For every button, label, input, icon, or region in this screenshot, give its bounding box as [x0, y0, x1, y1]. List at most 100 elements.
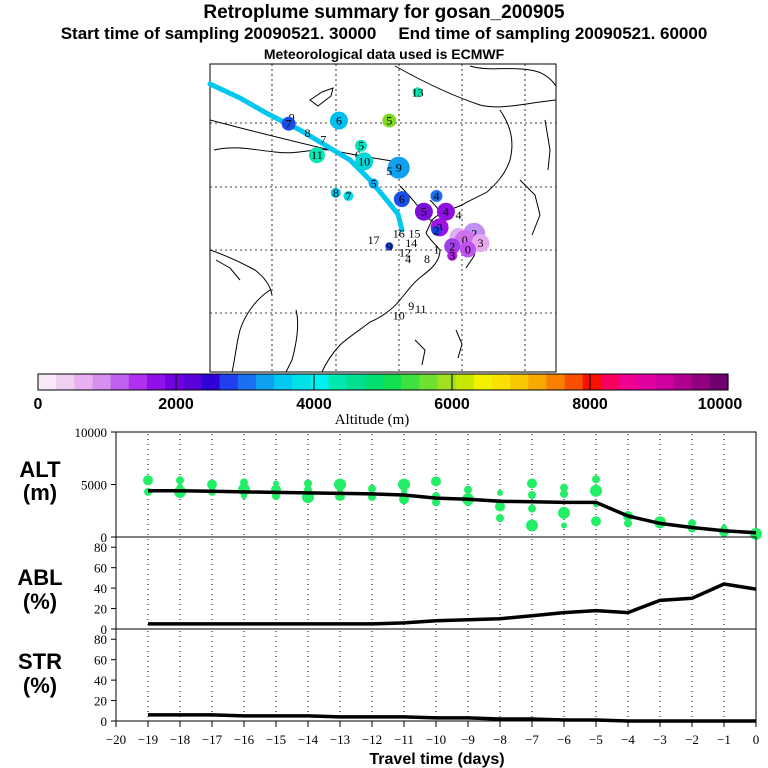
colorbar-cell — [274, 374, 293, 390]
colorbar-cell — [237, 374, 257, 390]
plume-point — [496, 514, 504, 523]
plume-day-label: 4 — [405, 252, 411, 266]
colorbar-cell — [709, 374, 729, 390]
colorbar-cell — [128, 374, 148, 390]
y-tick-label: 0 — [101, 622, 108, 637]
colorbar-cell — [510, 374, 529, 390]
plume-marker — [414, 202, 433, 221]
plume-day-label: 15 — [408, 227, 420, 241]
y-tick-label: 40 — [94, 673, 107, 688]
colorbar-cell — [673, 374, 693, 390]
x-tick-label: −8 — [493, 732, 507, 747]
str-unit: (%) — [23, 673, 57, 698]
plume-point — [528, 504, 536, 513]
plume-point — [624, 519, 632, 528]
plume-day-label: 0 — [465, 242, 471, 256]
start-time-label: Start time of sampling 20090521. 30000 — [60, 24, 377, 43]
colorbar-cell — [473, 374, 493, 390]
colorbar-tick: 8000 — [572, 396, 608, 413]
abl-unit: (%) — [23, 589, 57, 614]
panel-frame-str — [115, 628, 757, 722]
plume-marker — [368, 178, 379, 189]
colorbar-cell — [310, 374, 330, 390]
plume-point — [558, 506, 570, 519]
colorbar-cell — [419, 374, 439, 390]
plume-day-label: 9 — [408, 299, 414, 313]
plume-point — [334, 478, 346, 491]
met-data-label: Meteorological data used is ECMWF — [263, 46, 505, 62]
x-tick-label: −3 — [653, 732, 667, 747]
plume-day-label: 14 — [405, 236, 417, 250]
plume-day-label: 7 — [320, 132, 326, 146]
plume-point — [560, 489, 568, 498]
chart-title: Retroplume summary for gosan_200905 — [203, 2, 565, 23]
colorbar-cell — [582, 374, 602, 390]
y-tick-label: 40 — [94, 581, 107, 596]
colorbar-cell — [183, 374, 203, 390]
colorbar-cell — [346, 374, 366, 390]
plume-marker — [329, 111, 348, 130]
x-tick-label: −7 — [525, 732, 539, 747]
colorbar-cell — [600, 374, 620, 390]
plume-day-label: 4 — [455, 208, 461, 222]
panel-frame-abl — [115, 536, 757, 630]
plume-day-label: 3 — [449, 249, 455, 263]
colorbar-cell — [146, 374, 166, 390]
series-line-alt — [148, 489, 757, 535]
plume-marker — [447, 250, 458, 261]
colorbar-cell — [455, 374, 475, 390]
plume-point — [464, 485, 472, 494]
plume-day-label: 13 — [412, 85, 424, 99]
x-tick-label: −18 — [170, 732, 190, 747]
plume-day-label: 10 — [358, 154, 370, 168]
plume-day-label: 8 — [333, 186, 339, 200]
colorbar-cell — [637, 374, 656, 390]
plume-day-label: 10 — [393, 308, 405, 322]
plume-point — [560, 483, 568, 492]
plume-day-label: 5 — [371, 176, 377, 190]
colorbar-cell — [165, 374, 184, 390]
colorbar-cell — [383, 374, 402, 390]
str-label: STR — [18, 649, 62, 674]
colorbar-cell — [74, 374, 94, 390]
plume-marker — [354, 139, 367, 152]
plume-point — [561, 522, 567, 529]
plume-day-label: 9 — [386, 239, 392, 253]
plume-point — [497, 489, 503, 496]
y-tick-label: 20 — [94, 602, 107, 617]
colorbar-cell — [219, 374, 239, 390]
plume-day-label: 4 — [433, 189, 439, 203]
colorbar-cell — [201, 374, 221, 390]
y-tick-label: 60 — [94, 561, 107, 576]
x-tick-label: −9 — [461, 732, 475, 747]
y-tick-label: 20 — [94, 694, 107, 709]
plume-marker — [382, 113, 397, 128]
y-tick-label: 5000 — [81, 478, 107, 493]
x-tick-label: −15 — [266, 732, 286, 747]
colorbar-cell — [401, 374, 420, 390]
plume-point — [431, 476, 441, 487]
plume-point — [528, 491, 536, 499]
plume-day-label: 7 — [286, 117, 292, 131]
trajectory-line — [207, 81, 405, 233]
plume-day-label: 1 — [433, 242, 439, 256]
colorbar-cell — [38, 374, 57, 390]
plume-day-label: 5 — [421, 205, 427, 219]
plume-day-label: 4 — [443, 205, 449, 219]
colorbar-cells — [38, 374, 729, 390]
colorbar-tick: 6000 — [434, 396, 470, 413]
plume-marker — [459, 241, 476, 258]
plume-day-label: 5 — [358, 139, 364, 153]
plume-day-label: 8 — [305, 126, 311, 140]
plume-marker — [281, 116, 296, 131]
plume-point — [591, 516, 601, 527]
plume-point — [495, 501, 505, 512]
plume-marker — [385, 242, 394, 251]
plume-day-label: 17 — [368, 233, 380, 247]
plume-day-label: 2 — [449, 239, 455, 253]
x-tick-label: −16 — [234, 732, 255, 747]
panel-labels: ALT (m) ABL (%) STR (%) — [17, 457, 62, 698]
end-time-label: End time of sampling 20090521. 60000 — [398, 24, 708, 43]
